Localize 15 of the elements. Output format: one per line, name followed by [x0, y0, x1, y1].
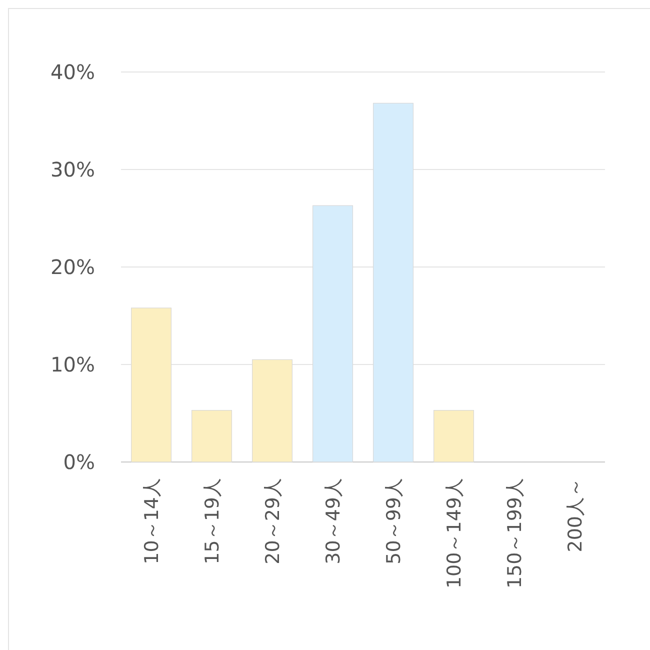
y-tick-label: 20% — [50, 255, 95, 279]
bar — [433, 410, 474, 462]
y-tick-label: 0% — [63, 450, 95, 474]
bar — [191, 410, 232, 462]
x-tick-label: 10～14人 — [140, 478, 163, 564]
x-tick-label: 15～19人 — [201, 478, 224, 564]
x-tick-label: 30～49人 — [322, 478, 344, 564]
y-tick-label: 40% — [50, 60, 95, 84]
x-tick-label: 20～29人 — [262, 478, 284, 564]
x-tick-label: 50～99人 — [382, 478, 405, 564]
x-tick-label: 100～149人 — [443, 478, 466, 589]
x-tick-label: 200人～ — [564, 478, 586, 552]
y-tick-label: 10% — [50, 352, 95, 376]
y-tick-label: 30% — [50, 158, 95, 182]
x-tick-label: 150～199人 — [504, 478, 526, 589]
